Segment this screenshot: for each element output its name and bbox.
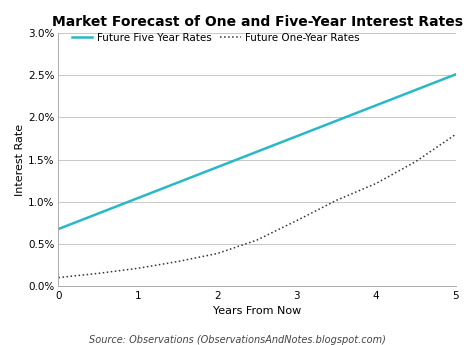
Future One-Year Rates [175,259,181,264]
Future One-Year Rates [215,252,220,256]
Future One-Year Rates [95,271,101,275]
Future One-Year Rates [453,132,458,136]
X-axis label: Years From Now: Years From Now [213,306,301,316]
Y-axis label: Interest Rate: Interest Rate [15,124,25,196]
Title: Market Forecast of One and Five-Year Interest Rates: Market Forecast of One and Five-Year Int… [52,15,463,29]
Future One-Year Rates [55,276,61,280]
Future One-Year Rates [334,198,339,203]
Line: Future One-Year Rates: Future One-Year Rates [58,134,456,278]
Legend: Future Five Year Rates, Future One-Year Rates: Future Five Year Rates, Future One-Year … [72,33,359,43]
Future One-Year Rates [294,218,300,223]
Future One-Year Rates [254,238,260,242]
Text: Source: Observations (ObservationsAndNotes.blogspot.com): Source: Observations (ObservationsAndNot… [89,335,385,345]
Future One-Year Rates [413,159,419,164]
Future One-Year Rates [135,266,141,270]
Future One-Year Rates [374,181,379,186]
